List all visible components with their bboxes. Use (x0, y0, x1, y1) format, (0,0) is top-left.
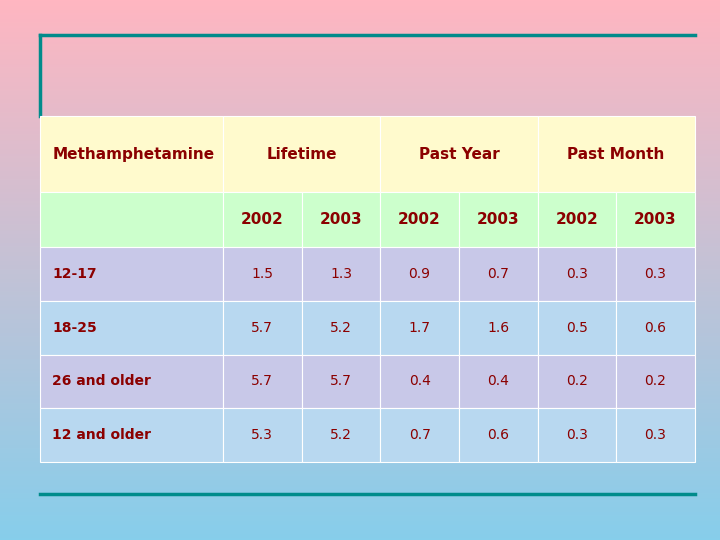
Text: 0.9: 0.9 (409, 267, 431, 281)
Text: 0.6: 0.6 (644, 321, 667, 335)
Bar (538, 408, 616, 462)
Text: 2003: 2003 (320, 212, 362, 227)
Bar (380, 301, 459, 355)
Bar (302, 408, 380, 462)
Text: 0.7: 0.7 (487, 267, 509, 281)
Text: 2003: 2003 (634, 212, 677, 227)
Text: 0.3: 0.3 (566, 428, 588, 442)
Text: Lifetime: Lifetime (266, 147, 337, 161)
Text: 0.3: 0.3 (644, 267, 667, 281)
Text: 0.5: 0.5 (566, 321, 588, 335)
Bar (40, 116, 223, 192)
Text: 5.2: 5.2 (330, 428, 352, 442)
Bar (616, 355, 695, 408)
Text: 18-25: 18-25 (53, 321, 97, 335)
Text: Past Year: Past Year (418, 147, 499, 161)
Text: 5.2: 5.2 (330, 321, 352, 335)
Bar (223, 408, 302, 462)
Text: 1.5: 1.5 (251, 267, 274, 281)
Text: 5.7: 5.7 (330, 374, 352, 388)
Text: 12 and older: 12 and older (53, 428, 151, 442)
Text: 0.7: 0.7 (409, 428, 431, 442)
Text: 2003: 2003 (477, 212, 520, 227)
Text: 0.6: 0.6 (487, 428, 509, 442)
Bar (380, 408, 459, 462)
Bar (538, 355, 616, 408)
Bar (616, 408, 695, 462)
Bar (223, 355, 302, 408)
Bar (223, 301, 302, 355)
Text: 2002: 2002 (398, 212, 441, 227)
Bar (302, 301, 380, 355)
Bar (40, 408, 223, 462)
Text: 0.2: 0.2 (566, 374, 588, 388)
Bar (538, 192, 616, 247)
Text: 1.7: 1.7 (409, 321, 431, 335)
Bar (616, 247, 695, 301)
Bar (40, 247, 223, 301)
Text: Past Month: Past Month (567, 147, 665, 161)
Text: 5.7: 5.7 (251, 321, 274, 335)
Bar (40, 192, 223, 247)
Bar (302, 192, 380, 247)
Bar (380, 355, 459, 408)
Bar (616, 192, 695, 247)
Text: 1.3: 1.3 (330, 267, 352, 281)
Bar (380, 247, 459, 301)
Bar (459, 301, 538, 355)
Bar (223, 192, 302, 247)
Text: 2002: 2002 (241, 212, 284, 227)
Bar (223, 247, 302, 301)
Text: 0.3: 0.3 (644, 428, 667, 442)
Text: 2002: 2002 (556, 212, 598, 227)
Text: 1.6: 1.6 (487, 321, 509, 335)
Bar (40, 355, 223, 408)
Text: 12-17: 12-17 (53, 267, 97, 281)
Bar (380, 116, 538, 192)
Bar (302, 247, 380, 301)
Bar (538, 247, 616, 301)
Text: 0.4: 0.4 (409, 374, 431, 388)
Bar (459, 408, 538, 462)
Text: 5.7: 5.7 (251, 374, 274, 388)
Bar (459, 355, 538, 408)
Text: 0.3: 0.3 (566, 267, 588, 281)
Bar (380, 192, 459, 247)
Bar (223, 116, 380, 192)
Text: 5.3: 5.3 (251, 428, 274, 442)
Bar (616, 301, 695, 355)
Bar (302, 355, 380, 408)
Text: Methamphetamine: Methamphetamine (53, 147, 215, 161)
Bar (538, 301, 616, 355)
Bar (538, 116, 695, 192)
Bar (40, 301, 223, 355)
Bar (459, 247, 538, 301)
Bar (459, 192, 538, 247)
Text: 0.4: 0.4 (487, 374, 509, 388)
Text: 26 and older: 26 and older (53, 374, 151, 388)
Text: 0.2: 0.2 (644, 374, 667, 388)
